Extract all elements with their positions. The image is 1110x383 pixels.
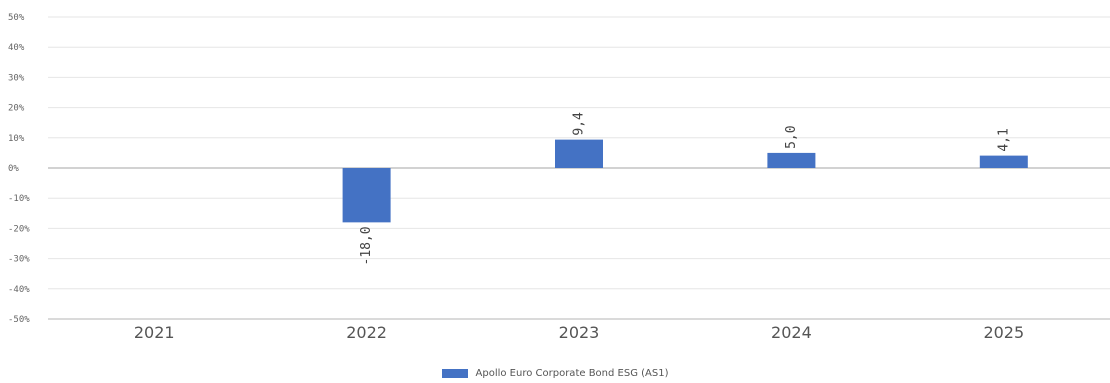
y-tick-label: -40% [8,285,30,295]
data-label: 9,4 [572,112,587,136]
data-label: 4,1 [996,128,1011,151]
legend-swatch [441,368,468,378]
y-tick-label: -10% [8,194,30,204]
y-tick-label: -30% [8,255,30,265]
data-label: -18,0 [359,226,374,265]
y-tick-label: 20% [8,104,25,114]
y-tick-label: 50% [8,13,25,23]
y-tick-label: 0% [8,164,19,174]
x-tick-label: 2022 [346,323,387,342]
x-tick-label: 2021 [134,323,175,342]
y-tick-label: -50% [8,315,30,325]
x-tick-label: 2025 [983,323,1024,342]
bar [767,152,816,168]
bar [555,139,603,168]
x-tick-label: 2023 [559,323,600,342]
data-label: 5,0 [784,125,799,148]
legend: Apollo Euro Corporate Bond ESG (AS1) [0,366,1110,380]
y-tick-label: 10% [8,134,25,144]
bar [342,168,391,223]
bar [979,155,1028,168]
y-tick-label: -20% [8,224,30,234]
legend-label: Apollo Euro Corporate Bond ESG (AS1) [475,367,669,379]
x-tick-label: 2024 [771,323,812,342]
y-tick-label: 30% [8,73,25,83]
y-tick-label: 40% [8,43,25,53]
